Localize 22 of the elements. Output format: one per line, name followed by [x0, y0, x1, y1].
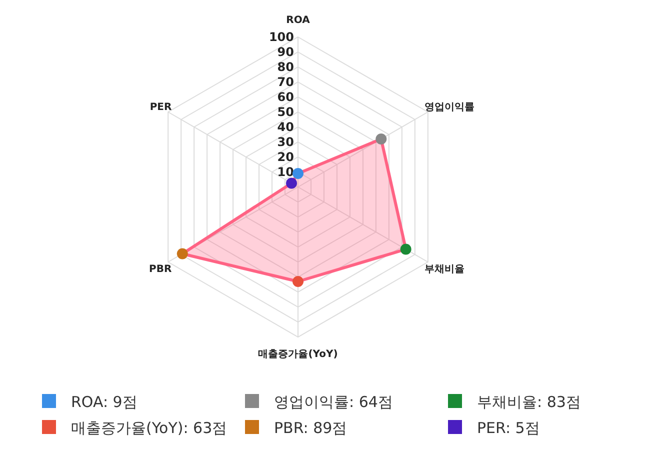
y-tick-label: 90	[277, 45, 294, 59]
y-tick-label: 70	[277, 75, 294, 89]
text: PER: 5점	[477, 419, 540, 437]
y-tick-label: 60	[277, 90, 294, 104]
spoke-label: PBR	[149, 264, 172, 275]
text: 영업이익률: 64점	[274, 393, 393, 411]
spoke-label: 부채비율	[424, 264, 464, 275]
y-tick-label: 80	[277, 60, 294, 74]
spoke-label: ROA	[286, 15, 310, 26]
y-tick-label: 100	[268, 30, 294, 44]
spoke-label: 매출증가율(YoY)	[258, 349, 338, 360]
y-tick-label: 10	[277, 165, 294, 179]
text: 부채비율: 83점	[477, 393, 581, 411]
y-tick-label: 40	[277, 120, 294, 134]
y-tick-label: 20	[277, 150, 294, 164]
text: ROA: 9점	[71, 393, 138, 411]
spoke-label: PER	[150, 102, 172, 113]
text: PBR: 89점	[274, 419, 348, 437]
text: 매출증가율(YoY): 63점	[71, 419, 228, 437]
y-tick-label: 50	[277, 105, 294, 119]
spoke-label: 영업이익률	[424, 102, 474, 113]
y-tick-label: 30	[277, 135, 294, 149]
